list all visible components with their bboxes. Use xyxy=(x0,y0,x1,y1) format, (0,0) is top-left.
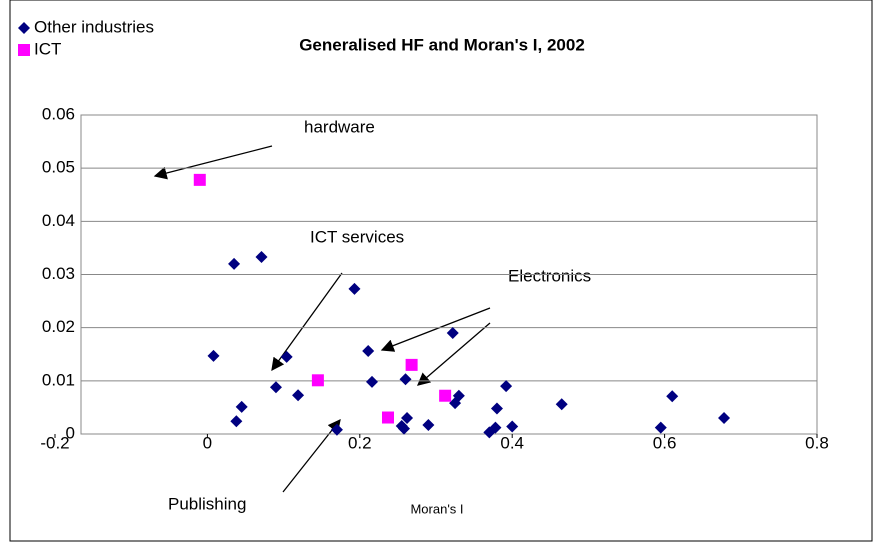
arrow xyxy=(380,307,491,352)
y-tick-label: 0 xyxy=(66,423,75,442)
y-tick-label: 0.06 xyxy=(42,104,75,123)
arrows xyxy=(153,145,491,493)
legend-swatch xyxy=(18,44,30,56)
point xyxy=(280,350,293,363)
point xyxy=(230,415,243,428)
point xyxy=(292,389,305,402)
point xyxy=(397,422,410,435)
point xyxy=(489,421,502,434)
arrow xyxy=(417,322,491,386)
point xyxy=(666,390,679,403)
y-tick-label: 0.01 xyxy=(42,370,75,389)
legend-label: Other industries xyxy=(34,17,154,36)
point xyxy=(399,373,412,386)
arrow xyxy=(282,418,341,493)
annotation: Electronics xyxy=(508,266,591,285)
annotation: ICT services xyxy=(310,227,404,246)
point xyxy=(255,250,268,263)
point xyxy=(269,381,282,394)
point xyxy=(362,345,375,358)
y-tick-label: 0.05 xyxy=(42,158,75,177)
point xyxy=(452,389,465,402)
annotation: Publishing xyxy=(168,494,246,513)
annotation: hardware xyxy=(304,117,375,136)
point xyxy=(439,389,452,402)
point xyxy=(330,423,343,436)
point xyxy=(348,282,361,295)
x-axis-label: Moran's I xyxy=(410,501,463,516)
point xyxy=(555,398,568,411)
x-tick-label: 0.8 xyxy=(805,433,829,452)
point xyxy=(405,358,418,371)
y-tick-label: 0.04 xyxy=(42,211,75,230)
point xyxy=(228,257,241,270)
y-tick-label: 0.03 xyxy=(42,264,75,283)
x-tick-label: 0.2 xyxy=(348,433,372,452)
point xyxy=(311,374,324,387)
point xyxy=(446,326,459,339)
point xyxy=(490,402,503,415)
point xyxy=(506,420,519,433)
legend-swatch xyxy=(18,22,30,34)
point xyxy=(381,411,394,424)
point xyxy=(500,380,513,393)
y-tick-label: 0.02 xyxy=(42,317,75,336)
x-tick-label: 0 xyxy=(203,433,212,452)
arrow xyxy=(153,145,273,180)
legend-label: ICT xyxy=(34,39,61,58)
arrow xyxy=(271,272,343,372)
point xyxy=(654,421,667,434)
x-tick-label: 0.6 xyxy=(653,433,677,452)
point xyxy=(401,412,414,425)
x-tick-label: 0.4 xyxy=(500,433,524,452)
x-tick-label: -0.2 xyxy=(40,433,69,452)
point xyxy=(718,412,731,425)
point xyxy=(235,400,248,413)
point xyxy=(193,173,206,186)
point xyxy=(207,349,220,362)
point xyxy=(422,418,435,431)
chart-title: Generalised HF and Moran's I, 2002 xyxy=(299,35,585,54)
point xyxy=(365,375,378,388)
